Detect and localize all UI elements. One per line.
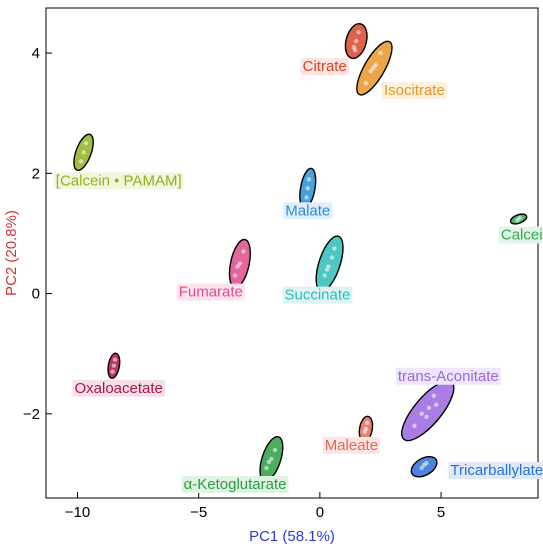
data-point [412,423,417,429]
data-point [363,80,369,86]
group-label-bg [448,462,543,480]
data-point [419,411,424,417]
data-point [264,465,269,471]
group-label-bg [322,436,381,454]
confidence-ellipse [315,235,344,292]
group-label: Citrate [303,58,347,75]
data-point [354,38,359,44]
group-label-bg [181,475,289,493]
group-label-bg [282,286,353,304]
data-point [306,177,312,182]
y-axis-title: PC2 (20.8%) [3,210,20,296]
data-point [332,246,337,251]
data-point [269,456,274,462]
data-point [241,249,246,254]
data-point [272,447,278,453]
group-label: Succinate [285,287,351,304]
group-label: [Calcein • PAMAM] [56,172,182,189]
data-point [370,65,376,71]
group-label: Isocitrate [384,82,445,99]
data-point [352,47,358,53]
x-tick-label: 0 [316,504,324,521]
group-label: α-Ketoglutarate [184,476,287,493]
data-point [232,273,238,278]
data-point [431,393,436,398]
group-label-bg [381,82,447,100]
data-point [305,186,310,191]
data-point [324,267,330,272]
group-label: Fumarate [179,284,243,301]
plot-area: −10 −5 0 5 −2 0 2 4 Citrate Isocitrate [Calcein • … [23,7,543,521]
data-point [237,261,243,266]
y-tick-label: −2 [23,406,40,423]
data-point [235,264,240,269]
y-tick-label: 0 [32,286,40,303]
data-point [81,150,86,155]
data-point [78,159,84,164]
y-tick-label: 2 [32,165,40,182]
data-point [517,215,523,221]
data-point [322,273,327,278]
data-point [363,426,369,432]
group-label-bg [72,379,165,397]
x-axis-title: PC1 (58.1%) [249,528,335,545]
x-tick-label: 5 [437,504,445,521]
data-point [424,460,429,466]
data-point [112,357,118,362]
group-label-bg [283,202,333,220]
data-point [434,402,439,408]
data-point [426,405,432,411]
data-point [304,195,309,200]
data-point [266,459,272,465]
data-point [356,29,361,35]
data-point [373,62,378,68]
group-label: trans-Aconitate [398,368,499,385]
group-label: Malate [285,202,330,219]
group-label-bg [300,58,349,76]
data-point [364,420,370,426]
group-label: Oxaloacetate [75,380,163,397]
group-label-bg [53,172,184,190]
group-label: Calcein [501,226,543,243]
group-label-bg [395,367,501,385]
data-point [368,68,373,74]
data-point [110,369,115,374]
data-point [419,465,424,471]
data-point [378,50,383,56]
data-point [111,363,117,368]
y-tick-label: 4 [32,45,40,62]
plot-frame [45,7,539,499]
group-label: Tricarballylate [450,462,543,479]
group-label: Maleate [325,437,378,454]
confidence-ellipse [401,380,455,442]
data-point [329,255,335,260]
group-label-bg [498,226,543,244]
x-tick-label: −5 [190,504,207,521]
data-point [424,414,429,420]
x-tick-label: −10 [65,504,90,521]
group-label-bg [176,283,245,301]
data-point [83,141,89,146]
